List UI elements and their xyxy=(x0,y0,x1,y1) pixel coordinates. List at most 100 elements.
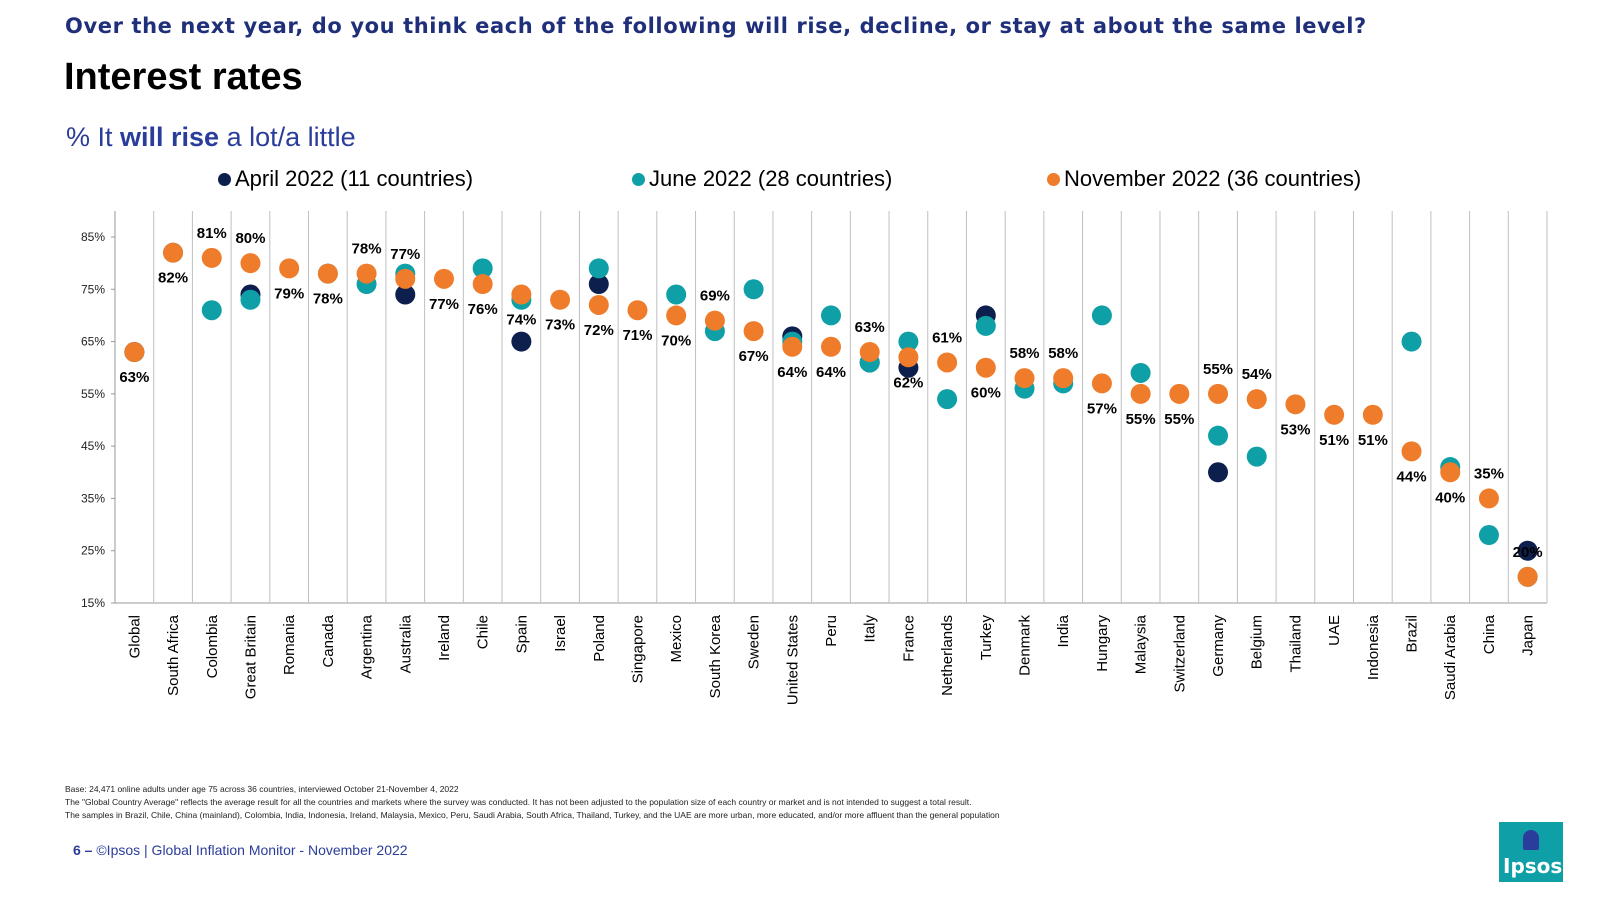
x-tick-label: Denmark xyxy=(1017,615,1034,676)
data-label: 76% xyxy=(468,301,498,318)
x-tick-label: France xyxy=(900,615,917,662)
dot-june xyxy=(1091,305,1112,326)
dot-november xyxy=(1169,383,1190,404)
x-tick-label: Japan xyxy=(1520,615,1537,656)
data-label: 72% xyxy=(584,322,614,339)
dot-november xyxy=(1053,368,1074,389)
dot-november xyxy=(317,263,338,284)
y-tick-label: 75% xyxy=(81,282,105,296)
x-tick-label: Singapore xyxy=(629,615,646,683)
dot-november xyxy=(704,310,725,331)
footer-source: ©Ipsos | Global Inflation Monitor - Nove… xyxy=(92,842,408,858)
dot-november xyxy=(433,268,454,289)
dot-november xyxy=(1285,394,1306,415)
data-label: 80% xyxy=(235,230,265,247)
dot-november xyxy=(1014,368,1035,389)
ipsos-logo: Ipsos xyxy=(1499,822,1563,882)
dot-plot-chart: 15% 25% 35% 45% 55% 65% 75% 85% Global South Afri… xyxy=(81,211,1548,705)
x-tick-label: Malaysia xyxy=(1133,614,1150,674)
logo-text: Ipsos xyxy=(1503,854,1563,878)
x-tick-label: Canada xyxy=(320,614,337,667)
x-tick-label: Sweden xyxy=(746,615,763,669)
dot-november xyxy=(1246,389,1267,410)
dot-june xyxy=(898,331,919,352)
dot-november xyxy=(472,274,493,295)
x-tick-label: Switzerland xyxy=(1171,615,1188,693)
dot-june xyxy=(1401,331,1422,352)
data-label: 58% xyxy=(1009,345,1039,362)
y-tick-label: 25% xyxy=(81,544,105,558)
data-label: 78% xyxy=(313,291,343,308)
dot-november xyxy=(395,268,416,289)
legend-dot-april xyxy=(218,172,231,186)
x-tick-label: Romania xyxy=(281,614,298,675)
dot-november xyxy=(627,300,648,321)
legend-label-june: June 2022 (28 countries) xyxy=(649,166,893,191)
footnote-samples: The samples in Brazil, Chile, China (mai… xyxy=(65,810,1000,820)
dot-june xyxy=(821,305,841,326)
dot-november xyxy=(279,258,300,279)
dot-april xyxy=(511,331,532,352)
data-label: 69% xyxy=(700,288,730,305)
legend-item-april: April 2022 (11 countries) xyxy=(218,166,473,192)
legend-item-june: June 2022 (28 countries) xyxy=(632,166,892,192)
dot-june xyxy=(666,284,687,305)
x-tick-label: Italy xyxy=(862,615,879,643)
x-tick-label: South Africa xyxy=(165,614,182,696)
dot-november xyxy=(898,347,919,368)
chart-title: Interest rates xyxy=(64,56,303,98)
dot-june xyxy=(1130,362,1151,383)
dot-june xyxy=(588,258,609,279)
dot-november xyxy=(1324,404,1345,425)
data-label: 51% xyxy=(1358,432,1388,449)
x-tick-label: Turkey xyxy=(978,615,995,661)
x-tick-label: Indonesia xyxy=(1365,614,1382,680)
y-tick-label: 15% xyxy=(81,596,105,610)
dot-june xyxy=(1208,425,1229,446)
data-label: 58% xyxy=(1048,345,1078,362)
data-label: 61% xyxy=(932,329,962,346)
data-label: 64% xyxy=(816,364,846,381)
data-label: 81% xyxy=(197,225,227,242)
data-label: 82% xyxy=(158,270,188,287)
dot-november xyxy=(859,342,880,363)
dot-april xyxy=(1208,462,1229,483)
dot-june xyxy=(937,389,958,410)
data-label: 44% xyxy=(1397,468,1427,485)
dot-november xyxy=(937,352,958,373)
data-label: 74% xyxy=(506,312,536,329)
y-tick-label: 65% xyxy=(81,335,105,349)
data-label: 67% xyxy=(739,348,769,365)
footnote-average: The "Global Country Average" reflects th… xyxy=(65,797,972,807)
dot-june xyxy=(240,289,261,310)
data-label: 20% xyxy=(1513,544,1543,561)
dot-november xyxy=(1091,373,1112,394)
subtitle-pre: % It xyxy=(66,122,121,152)
x-tick-label: Netherlands xyxy=(939,615,956,696)
dot-june xyxy=(743,279,764,300)
data-label: 78% xyxy=(352,241,382,258)
data-label: 57% xyxy=(1087,400,1117,417)
x-tick-label: Australia xyxy=(397,614,414,673)
dot-november xyxy=(743,321,764,342)
dot-november xyxy=(1478,488,1499,509)
data-label: 71% xyxy=(622,327,652,344)
x-tick-label: South Korea xyxy=(707,614,724,698)
data-label: 64% xyxy=(777,364,807,381)
y-tick-label: 45% xyxy=(81,439,105,453)
logo-mark xyxy=(1523,830,1539,850)
y-tick-label: 55% xyxy=(81,387,105,401)
data-label: 62% xyxy=(893,374,923,391)
subtitle-post: a lot/a little xyxy=(219,122,356,152)
dot-november xyxy=(163,242,184,263)
x-tick-label: Brazil xyxy=(1404,615,1421,653)
dot-june xyxy=(472,258,493,279)
data-label: 63% xyxy=(855,319,885,336)
x-tick-label: UAE xyxy=(1326,615,1343,646)
dot-april xyxy=(1517,540,1538,561)
dot-november xyxy=(550,289,571,310)
legend-dot-june xyxy=(632,172,645,186)
x-tick-label: Argentina xyxy=(359,614,376,679)
x-tick-label: China xyxy=(1481,614,1498,654)
dot-november xyxy=(1517,566,1538,587)
